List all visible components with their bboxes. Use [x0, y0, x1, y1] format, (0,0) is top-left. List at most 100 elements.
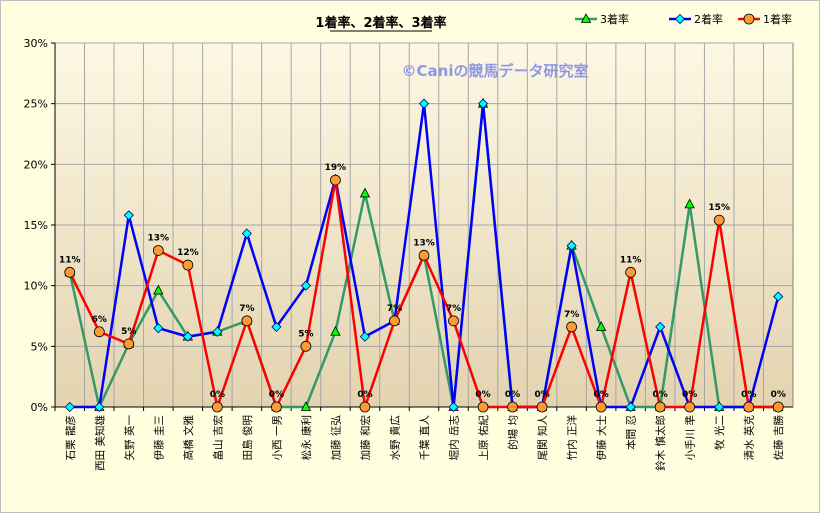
x-tick-label: 加藤 和宏	[359, 415, 372, 460]
data-point-2着率	[359, 331, 371, 342]
data-point-2着率	[153, 323, 164, 334]
data-point-1着率	[477, 401, 489, 413]
data-point-3着率	[330, 325, 341, 336]
data-point-1着率	[330, 174, 341, 186]
x-tick-label: 矢野 英一	[123, 415, 136, 461]
data-point-3着率	[359, 187, 371, 198]
y-tick-label: 15%	[24, 219, 48, 232]
y-tick-label: 30%	[24, 37, 48, 50]
x-tick-label: 小西 一男	[271, 415, 283, 460]
data-label: 7%	[387, 304, 402, 314]
data-point-2着率	[566, 240, 577, 251]
y-tick-label: 0%	[31, 401, 48, 414]
x-tick-label: 竹内 正洋	[566, 415, 579, 461]
x-tick-label: 伊藤 大士	[595, 415, 608, 460]
data-point-2着率	[773, 291, 784, 302]
x-tick-label: 本間 忍	[625, 415, 638, 450]
legend-label: 3着率	[600, 12, 629, 26]
data-point-1着率	[625, 266, 637, 278]
data-point-3着率	[595, 321, 607, 331]
data-point-1着率	[418, 249, 430, 261]
data-point-2着率	[94, 401, 105, 413]
data-point-1着率	[182, 259, 194, 271]
data-point-1着率	[300, 340, 312, 352]
data-point-1着率	[270, 401, 282, 413]
x-tick-label: 高橋 文雅	[182, 415, 195, 461]
x-tick-label: 清水 英克	[743, 415, 756, 461]
y-tick-label: 10%	[24, 280, 48, 293]
data-label: 7%	[564, 310, 579, 320]
data-point-1着率	[64, 266, 76, 278]
x-tick-label: 牧 光二	[713, 415, 726, 450]
data-point-1着率	[772, 401, 784, 413]
data-point-1着率	[389, 315, 400, 327]
data-point-1着率	[566, 321, 577, 333]
data-point-1着率	[211, 401, 223, 413]
data-label: 6%	[92, 315, 107, 325]
data-point-1着率	[507, 401, 518, 413]
data-point-2着率	[714, 401, 725, 413]
data-label: 7%	[446, 304, 461, 314]
data-point-2着率	[241, 228, 252, 239]
x-tick-label: 千葉 直人	[418, 415, 431, 461]
data-point-2着率	[300, 280, 311, 291]
data-point-2着率	[182, 331, 193, 342]
data-point-1着率	[123, 338, 135, 350]
data-label: 0%	[269, 390, 284, 400]
data-label: 11%	[620, 255, 642, 265]
data-point-2着率	[625, 401, 636, 413]
data-point-3着率	[300, 401, 312, 411]
data-point-1着率	[743, 401, 755, 413]
data-label: 0%	[653, 390, 668, 400]
data-point-2着率	[448, 401, 459, 413]
data-label: 0%	[741, 390, 756, 400]
data-label: 15%	[708, 203, 730, 213]
x-tick-label: 佐藤 吉勝	[772, 415, 785, 461]
x-tick-label: 堀内 岳志	[448, 415, 461, 460]
data-label: 0%	[475, 390, 490, 400]
y-tick-label: 20%	[24, 158, 48, 171]
watermark-text: ©Caniの競馬データ研究室	[402, 62, 589, 80]
data-label: 7%	[239, 304, 254, 314]
data-label: 5%	[121, 327, 136, 337]
data-label: 0%	[682, 390, 697, 400]
legend-marker	[580, 13, 592, 23]
data-label: 5%	[298, 329, 313, 339]
data-point-1着率	[93, 326, 105, 338]
x-tick-label: 小手川 準	[684, 415, 697, 460]
data-label: 12%	[177, 248, 199, 258]
data-point-2着率	[655, 321, 666, 332]
data-point-2着率	[418, 98, 430, 109]
x-tick-label: 水野 貴広	[388, 415, 401, 460]
data-label: 13%	[148, 233, 170, 243]
data-point-1着率	[448, 315, 459, 327]
data-label: 0%	[771, 390, 786, 400]
chart-title: 1着率、2着率、3着率	[315, 15, 446, 31]
data-label: 11%	[59, 255, 81, 265]
x-tick-label: 西田 美知雄	[93, 415, 106, 471]
x-tick-label: 上原 佑紀	[477, 415, 490, 461]
x-tick-label: 尾関 知人	[536, 415, 549, 461]
legend-label: 2着率	[694, 12, 723, 26]
data-label: 0%	[357, 390, 372, 400]
data-label: 19%	[325, 163, 347, 173]
data-point-1着率	[152, 245, 164, 256]
data-point-2着率	[123, 210, 134, 221]
x-tick-label: 石栗 龍彦	[64, 415, 77, 460]
x-tick-label: 田島 俊明	[241, 415, 254, 460]
legend-label: 1着率	[763, 12, 792, 26]
data-point-1着率	[241, 315, 253, 327]
data-point-1着率	[359, 401, 371, 413]
y-tick-label: 5%	[31, 340, 48, 353]
data-point-1着率	[595, 401, 607, 413]
data-point-1着率	[684, 401, 696, 413]
legend-marker	[674, 13, 686, 25]
legend-marker	[743, 13, 755, 25]
data-point-2着率	[212, 326, 223, 337]
data-label: 0%	[593, 390, 608, 400]
data-label: 0%	[505, 390, 520, 400]
legend: 3着率 2着率 1着率	[575, 12, 792, 26]
data-point-1着率	[654, 401, 666, 413]
